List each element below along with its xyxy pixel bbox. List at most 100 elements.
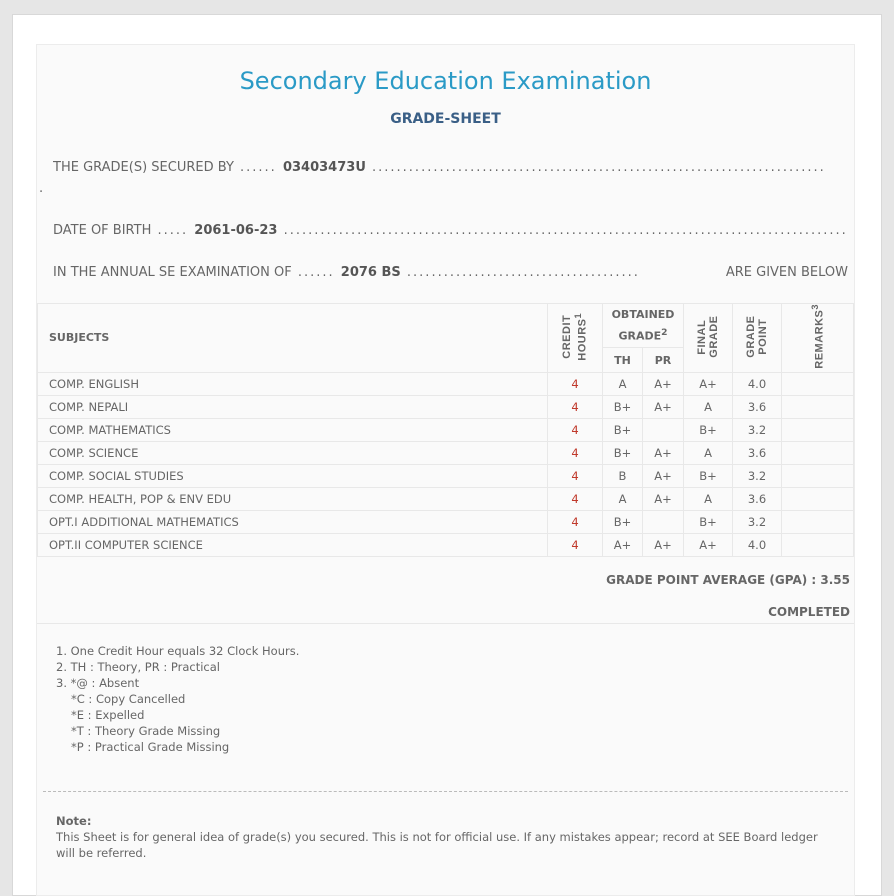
divider: [37, 623, 854, 624]
cell-gp: 3.6: [732, 486, 782, 511]
dot-wrap: .: [39, 181, 44, 196]
dob-line: DATE OF BIRTH ..... 2061-06-23 .........…: [53, 223, 848, 238]
cell-subject: COMP. SCIENCE: [37, 440, 548, 465]
cell-credit: 4: [547, 486, 603, 511]
cell-remarks: [781, 440, 854, 465]
cell-th: A: [602, 371, 643, 396]
cell-subject: COMP. HEALTH, POP & ENV EDU: [37, 486, 548, 511]
footnote-item: 3. *@ : Absent: [56, 676, 140, 690]
cell-subject: OPT.II COMPUTER SCIENCE: [37, 532, 548, 557]
footnote-item: *E : Expelled: [71, 708, 145, 722]
footnote-item: 1. One Credit Hour equals 32 Clock Hours…: [56, 644, 300, 658]
header-subjects: SUBJECTS: [37, 303, 548, 373]
cell-credit: 4: [547, 394, 603, 419]
cell-final: A: [683, 440, 733, 465]
footnote-item: *T : Theory Grade Missing: [71, 724, 221, 738]
cell-th: B+: [602, 394, 643, 419]
footnotes: 1. One Credit Hour equals 32 Clock Hours…: [56, 643, 299, 755]
table-row: COMP. NEPALI 4 B+ A+ A 3.6: [37, 394, 854, 419]
cell-pr: A+: [642, 371, 684, 396]
cell-credit: 4: [547, 532, 603, 557]
cell-final: A+: [683, 371, 733, 396]
cell-remarks: [781, 509, 854, 534]
cell-gp: 4.0: [732, 532, 782, 557]
cell-final: A: [683, 486, 733, 511]
secured-by-line: THE GRADE(S) SECURED BY ...... 03403473U…: [53, 160, 826, 175]
cell-th: B+: [602, 440, 643, 465]
cell-credit: 4: [547, 417, 603, 442]
result-status: COMPLETED: [768, 605, 850, 619]
cell-subject: COMP. MATHEMATICS: [37, 417, 548, 442]
dob-label: DATE OF BIRTH: [53, 223, 152, 238]
cell-credit: 4: [547, 463, 603, 488]
cell-remarks: [781, 463, 854, 488]
table-row: OPT.II COMPUTER SCIENCE 4 A+ A+ A+ 4.0: [37, 532, 854, 557]
cell-remarks: [781, 371, 854, 396]
cell-gp: 3.6: [732, 394, 782, 419]
footnote-item: 2. TH : Theory, PR : Practical: [56, 660, 220, 674]
cell-credit: 4: [547, 440, 603, 465]
note-text: This Sheet is for general idea of grade(…: [56, 830, 818, 860]
grade-sheet: Secondary Education Examination GRADE-SH…: [36, 44, 855, 896]
header-grade-point: GRADE POINT: [732, 303, 782, 373]
cell-subject: OPT.I ADDITIONAL MATHEMATICS: [37, 509, 548, 534]
cell-pr: A+: [642, 532, 684, 557]
secured-by-label: THE GRADE(S) SECURED BY: [53, 160, 234, 175]
dob-value: 2061-06-23: [194, 223, 278, 238]
cell-gp: 3.2: [732, 463, 782, 488]
header-final-grade: FINAL GRADE: [683, 303, 733, 373]
cell-gp: 3.2: [732, 417, 782, 442]
symbol-number: 03403473U: [282, 160, 366, 175]
cell-th: A: [602, 486, 643, 511]
cell-gp: 3.6: [732, 440, 782, 465]
cell-subject: COMP. ENGLISH: [37, 371, 548, 396]
cell-pr: A+: [642, 440, 684, 465]
exam-line: IN THE ANNUAL SE EXAMINATION OF ...... 2…: [53, 265, 848, 280]
cell-final: B+: [683, 463, 733, 488]
exam-suffix: ARE GIVEN BELOW: [723, 265, 848, 280]
cell-remarks: [781, 532, 854, 557]
table-row: OPT.I ADDITIONAL MATHEMATICS 4 B+ B+ 3.2: [37, 509, 854, 534]
cell-pr: A+: [642, 463, 684, 488]
cell-final: A: [683, 394, 733, 419]
exam-year: 2076 BS: [340, 265, 401, 280]
header-th: TH: [602, 347, 643, 373]
table-row: COMP. HEALTH, POP & ENV EDU 4 A A+ A 3.6: [37, 486, 854, 511]
cell-pr: A+: [642, 486, 684, 511]
cell-pr: [642, 509, 684, 534]
cell-final: A+: [683, 532, 733, 557]
sheet-subtitle: GRADE-SHEET: [390, 111, 501, 127]
cell-credit: 4: [547, 371, 603, 396]
header-remarks: REMARKS3: [781, 303, 854, 373]
footnote-item: *C : Copy Cancelled: [71, 692, 186, 706]
note-label: Note:: [56, 814, 92, 828]
cell-th: A+: [602, 532, 643, 557]
cell-th: B+: [602, 509, 643, 534]
footnote-item: *P : Practical Grade Missing: [71, 740, 230, 754]
cell-pr: A+: [642, 394, 684, 419]
cell-remarks: [781, 486, 854, 511]
grades-table: SUBJECTS CREDIT HOURS1 OBTAINED GRADE2 F…: [37, 302, 854, 557]
table-row: COMP. SCIENCE 4 B+ A+ A 3.6: [37, 440, 854, 465]
header-pr: PR: [642, 347, 684, 373]
table-row: COMP. ENGLISH 4 A A+ A+ 4.0: [37, 371, 854, 396]
header-obtained-grade: OBTAINED GRADE2: [602, 302, 684, 349]
cell-gp: 4.0: [732, 371, 782, 396]
cell-final: B+: [683, 417, 733, 442]
cell-remarks: [781, 394, 854, 419]
cell-subject: COMP. SOCIAL STUDIES: [37, 463, 548, 488]
gpa-value: GRADE POINT AVERAGE (GPA) : 3.55: [606, 573, 850, 587]
cell-th: B+: [602, 417, 643, 442]
disclaimer: Note: This Sheet is for general idea of …: [56, 813, 836, 861]
cell-credit: 4: [547, 509, 603, 534]
table-row: COMP. SOCIAL STUDIES 4 B A+ B+ 3.2: [37, 463, 854, 488]
cell-th: B: [602, 463, 643, 488]
cell-subject: COMP. NEPALI: [37, 394, 548, 419]
header-credit-hours: CREDIT HOURS1: [547, 303, 603, 373]
dashed-divider: [43, 791, 848, 792]
cell-remarks: [781, 417, 854, 442]
exam-label: IN THE ANNUAL SE EXAMINATION OF: [53, 265, 292, 280]
cell-final: B+: [683, 509, 733, 534]
table-row: COMP. MATHEMATICS 4 B+ B+ 3.2: [37, 417, 854, 442]
cell-gp: 3.2: [732, 509, 782, 534]
